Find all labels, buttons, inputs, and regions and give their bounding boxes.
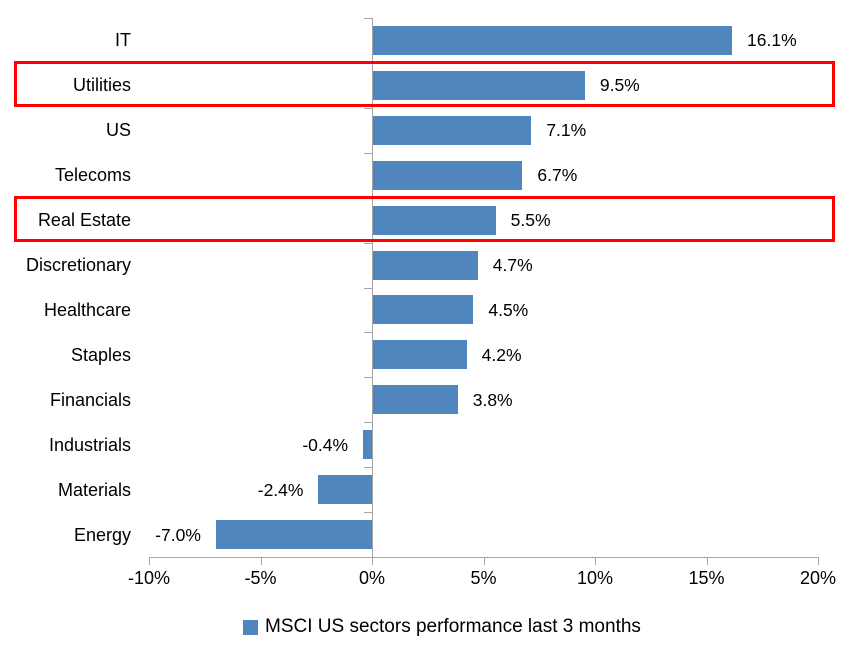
category-label-industrials: Industrials (48, 434, 131, 455)
category-axis-tick (364, 242, 372, 244)
value-label-healthcare: 4.5% (488, 299, 529, 320)
highlight-box-utilities (14, 60, 835, 107)
value-label-energy: -7.0% (155, 524, 201, 545)
category-axis-tick (364, 152, 372, 154)
value-axis-tick (260, 557, 262, 565)
category-label-discretionary: Discretionary (25, 255, 131, 276)
bar-financials (373, 385, 458, 415)
bar-staples (373, 340, 467, 370)
bar-industrials (363, 430, 372, 460)
value-label-us: 7.1% (546, 120, 587, 141)
value-label-telecoms: 6.7% (537, 165, 578, 186)
category-label-us: US (105, 120, 131, 141)
value-axis-tick (149, 557, 150, 565)
bar-materials (318, 475, 372, 505)
bar-healthcare (373, 295, 474, 325)
bar-telecoms (373, 160, 523, 190)
value-axis-tick (595, 557, 596, 565)
bar-it (373, 25, 733, 55)
category-label-it: IT (115, 30, 131, 51)
category-axis-tick (364, 18, 372, 19)
value-label-it: 16.1% (747, 30, 797, 51)
category-axis-tick (364, 377, 372, 379)
category-axis-tick (364, 467, 372, 469)
value-axis-tick (372, 557, 373, 565)
x-tick-label-0pct: 0% (358, 568, 385, 588)
category-label-energy: Energy (73, 524, 131, 545)
value-label-materials: -2.4% (257, 479, 304, 500)
x-tick-label-15pct: 15% (688, 568, 725, 588)
value-label-financials: 3.8% (472, 389, 513, 410)
value-label-real-estate: 5.5% (510, 210, 551, 231)
category-label-telecoms: Telecoms (54, 165, 131, 186)
bar-us (373, 115, 532, 145)
bar-discretionary (373, 250, 478, 280)
legend-label: MSCI US sectors performance last 3 month… (265, 616, 641, 637)
category-axis-tick (364, 107, 372, 109)
category-axis-tick (364, 332, 372, 334)
category-label-materials: Materials (57, 479, 131, 500)
value-label-industrials: -0.4% (302, 434, 349, 455)
bar-energy (215, 520, 372, 550)
category-axis-line (372, 18, 373, 557)
category-axis-tick (364, 287, 372, 289)
category-axis-tick (364, 422, 372, 424)
value-label-discretionary: 4.7% (492, 255, 533, 276)
category-label-utilities: Utilities (72, 75, 131, 96)
x-tick-label-minus5pct: -5% (244, 568, 277, 588)
value-axis-tick (706, 557, 708, 565)
bar-utilities (373, 70, 585, 100)
legend: MSCI US sectors performance last 3 month… (243, 614, 641, 640)
category-axis-tick (364, 512, 372, 514)
x-tick-label-5pct: 5% (470, 568, 497, 588)
category-label-healthcare: Healthcare (43, 299, 131, 320)
x-tick-label-20pct: 20% (799, 568, 837, 588)
value-axis-tick (818, 557, 819, 565)
value-label-utilities: 9.5% (599, 75, 640, 96)
x-tick-label-minus10pct: -10% (127, 568, 171, 588)
value-axis-tick (483, 557, 485, 565)
x-tick-label-10pct: 10% (576, 568, 614, 588)
legend-swatch-icon (243, 619, 258, 635)
highlight-box-real-estate (14, 195, 835, 242)
value-label-staples: 4.2% (481, 344, 522, 365)
bar-real-estate (373, 205, 496, 235)
category-label-financials: Financials (49, 389, 131, 410)
category-label-real-estate: Real Estate (37, 210, 131, 231)
category-label-staples: Staples (70, 344, 131, 365)
